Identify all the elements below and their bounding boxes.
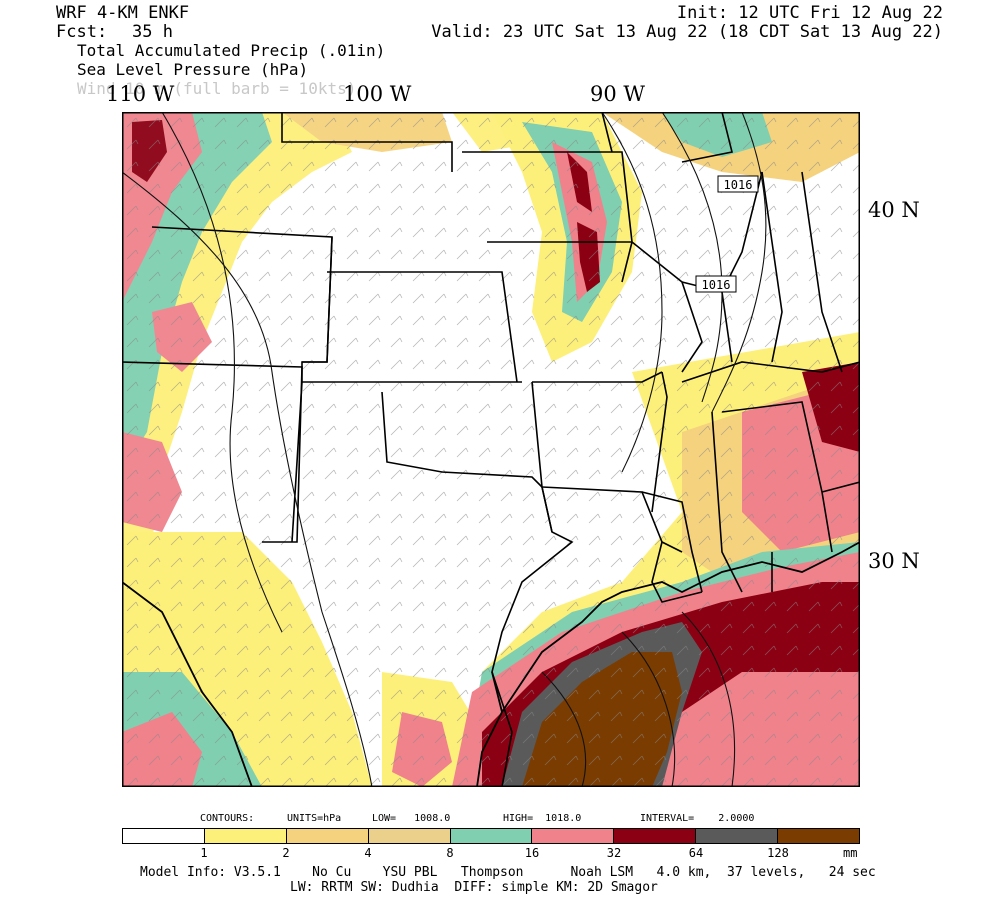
model-info: Model Info: V3.5.1 No Cu YSU PBL Thompso… xyxy=(140,865,876,880)
wind-barbs xyxy=(122,112,860,787)
field-precip: Total Accumulated Precip (.01in) xyxy=(77,41,386,60)
legend-tick-label: 2 xyxy=(282,846,290,860)
forecast-label: Fcst: xyxy=(56,22,108,42)
state-borders xyxy=(122,112,860,787)
isobar-label-2: 1016 xyxy=(702,278,731,292)
model-title: WRF 4-KM ENKF xyxy=(56,3,190,23)
legend-tick-label: 128 xyxy=(767,846,789,860)
contours-heading: CONTOURS: xyxy=(200,813,255,824)
coastline xyxy=(122,541,860,787)
legend-swatch xyxy=(450,829,533,843)
legend-tick-label: 1 xyxy=(200,846,208,860)
legend-swatch xyxy=(614,829,697,843)
contours-units: UNITS=hPa xyxy=(287,813,342,824)
map-frame xyxy=(122,112,860,787)
legend-swatch xyxy=(778,829,860,843)
legend-swatch xyxy=(696,829,779,843)
legend-swatch xyxy=(123,829,205,843)
lon-label-100w: 100 W xyxy=(343,82,412,106)
field-wind: Wind 10 m (full barb = 10kts) xyxy=(77,79,357,98)
legend-tick-label: 32 xyxy=(606,846,622,860)
field-slp: Sea Level Pressure (hPa) xyxy=(77,60,309,79)
precip-legend xyxy=(122,828,860,844)
physics-info: LW: RRTM SW: Dudhia DIFF: simple KM: 2D … xyxy=(290,880,658,895)
legend-unit: mm xyxy=(843,846,858,860)
precip-map: 1016 1016 xyxy=(122,112,860,787)
contours-high: HIGH= 1018.0 xyxy=(503,813,582,824)
legend-tick-label: 16 xyxy=(524,846,540,860)
lon-label-110w: 110 W xyxy=(106,82,175,106)
legend-tick-label: 4 xyxy=(364,846,372,860)
contours-low: LOW= 1008.0 xyxy=(372,813,451,824)
lat-label-40n: 40 N xyxy=(868,198,920,222)
forecast-hour: 35 h xyxy=(132,22,173,42)
lon-label-90w: 90 W xyxy=(590,82,645,106)
legend-swatch xyxy=(532,829,615,843)
init-time: Init: 12 UTC Fri 12 Aug 22 xyxy=(676,3,943,23)
legend-tick-label: 64 xyxy=(688,846,704,860)
contours-interval: INTERVAL= 2.0000 xyxy=(640,813,755,824)
legend-swatch xyxy=(286,829,369,843)
isobar-label-1: 1016 xyxy=(724,178,753,192)
isobar-label-box-2 xyxy=(695,275,737,293)
isobar-label-box-1 xyxy=(717,175,759,193)
legend-swatch xyxy=(204,829,287,843)
valid-time: Valid: 23 UTC Sat 13 Aug 22 (18 CDT Sat … xyxy=(431,22,943,42)
legend-tick-label: 8 xyxy=(446,846,454,860)
lat-label-30n: 30 N xyxy=(868,549,920,573)
legend-swatch xyxy=(368,829,451,843)
